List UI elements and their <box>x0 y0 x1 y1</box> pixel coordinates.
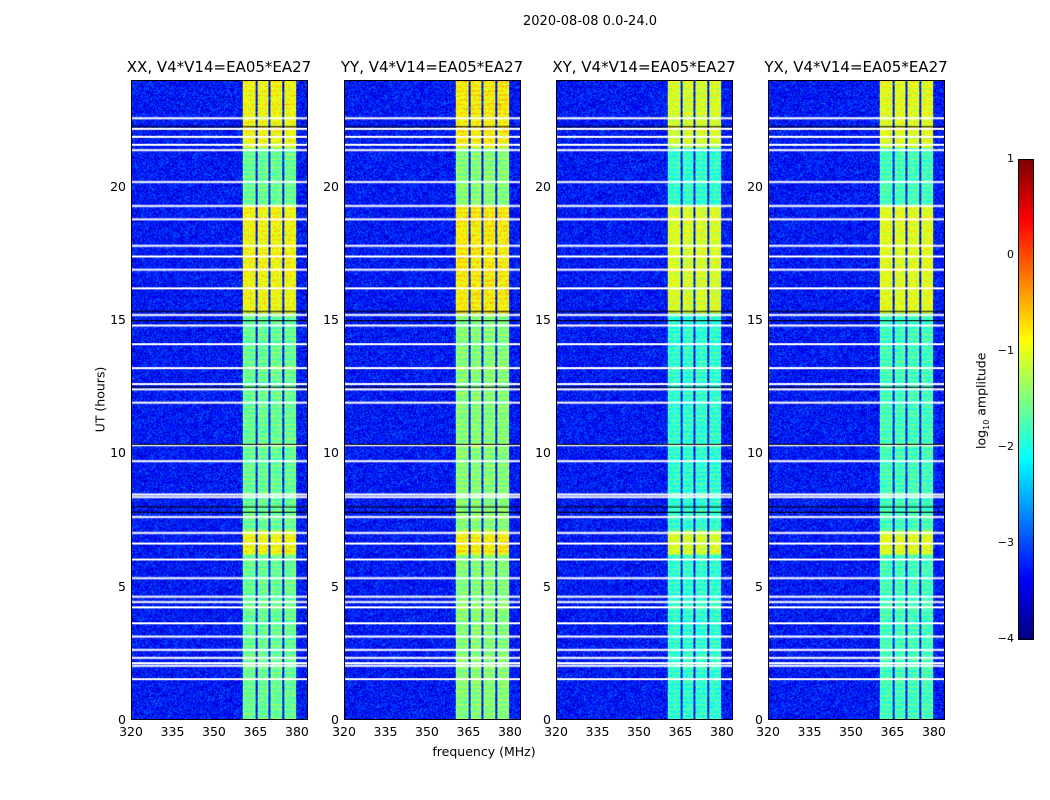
x-axis-label: frequency (MHz) <box>432 744 536 759</box>
y-tick-label: 5 <box>331 578 339 594</box>
y-tick-label: 5 <box>755 578 763 594</box>
y-tick-label: 20 <box>110 178 126 194</box>
colorbar-tick-label: −1 <box>997 344 1014 357</box>
y-tick-label: 0 <box>543 712 551 727</box>
y-tick-label: 20 <box>535 178 551 194</box>
y-tick-label: 5 <box>118 578 126 594</box>
heatmap-image <box>557 81 732 719</box>
panel-title: YX, V4*V14=EA05*EA27 <box>764 58 948 76</box>
x-tick-label: 335 <box>373 724 398 739</box>
heatmap-image <box>132 81 307 719</box>
x-tick-label: 380 <box>922 724 946 739</box>
y-tick-label: 10 <box>535 445 551 461</box>
y-tick-label: 10 <box>110 445 126 461</box>
x-tick-label: 365 <box>456 724 481 739</box>
x-tick-label: 335 <box>797 724 822 739</box>
y-tick-label: 10 <box>747 445 763 461</box>
y-tick-label: 20 <box>747 178 763 194</box>
x-tick-label: 380 <box>285 724 309 739</box>
x-tick-label: 350 <box>839 724 863 739</box>
heatmap-panel <box>131 80 308 720</box>
y-tick-label: 0 <box>118 712 126 727</box>
y-axis-label: UT (hours) <box>92 366 108 433</box>
heatmap-image <box>345 81 520 719</box>
heatmap-panel <box>344 80 521 720</box>
y-tick-label: 15 <box>110 312 126 327</box>
x-tick-label: 350 <box>627 724 651 739</box>
x-tick-label: 335 <box>585 724 610 739</box>
x-tick-label: 365 <box>668 724 693 739</box>
y-tick-label: 15 <box>747 312 763 327</box>
colorbar-tick-label: 1 <box>1007 152 1014 165</box>
x-tick-label: 320 <box>756 724 780 739</box>
panel-title: XX, V4*V14=EA05*EA27 <box>126 58 312 76</box>
panel-title: XY, V4*V14=EA05*EA27 <box>552 58 736 76</box>
x-tick-label: 365 <box>243 724 268 739</box>
x-tick-label: 335 <box>160 724 185 739</box>
panel-title: YY, V4*V14=EA05*EA27 <box>340 58 524 76</box>
figure-title: 2020-08-08 0.0-24.0 <box>523 14 657 29</box>
heatmap-panel <box>768 80 945 720</box>
y-tick-label: 20 <box>323 178 339 194</box>
x-tick-label: 320 <box>119 724 143 739</box>
colorbar-label-main: log <box>973 429 989 449</box>
colorbar-tick-label: 0 <box>1007 248 1014 261</box>
colorbar-label: log10 amplitude <box>973 341 991 461</box>
y-tick-label: 15 <box>535 312 551 327</box>
y-tick-label: 15 <box>323 312 339 327</box>
colorbar-tick-label: −4 <box>997 632 1014 645</box>
colorbar-label-sub: 10 <box>981 419 991 430</box>
y-tick-label: 10 <box>323 445 339 461</box>
colorbar-label-rest: amplitude <box>973 352 989 420</box>
y-tick-label: 5 <box>543 578 551 594</box>
colorbar-tick-label: −3 <box>997 536 1014 549</box>
heatmap-image <box>769 81 944 719</box>
x-tick-label: 380 <box>498 724 522 739</box>
x-tick-label: 320 <box>544 724 568 739</box>
x-tick-label: 350 <box>202 724 226 739</box>
x-tick-label: 320 <box>332 724 356 739</box>
heatmap-panel <box>556 80 733 720</box>
colorbar <box>1018 159 1034 640</box>
x-tick-label: 380 <box>710 724 734 739</box>
colorbar-tick-label: −2 <box>997 440 1014 453</box>
y-tick-label: 0 <box>755 712 763 727</box>
y-tick-label: 0 <box>331 712 339 727</box>
x-tick-label: 350 <box>415 724 439 739</box>
x-tick-label: 365 <box>880 724 905 739</box>
